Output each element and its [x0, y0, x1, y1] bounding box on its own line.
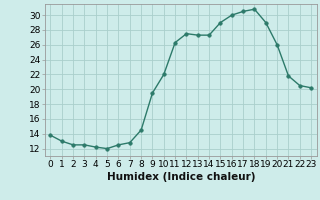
X-axis label: Humidex (Indice chaleur): Humidex (Indice chaleur) [107, 172, 255, 182]
